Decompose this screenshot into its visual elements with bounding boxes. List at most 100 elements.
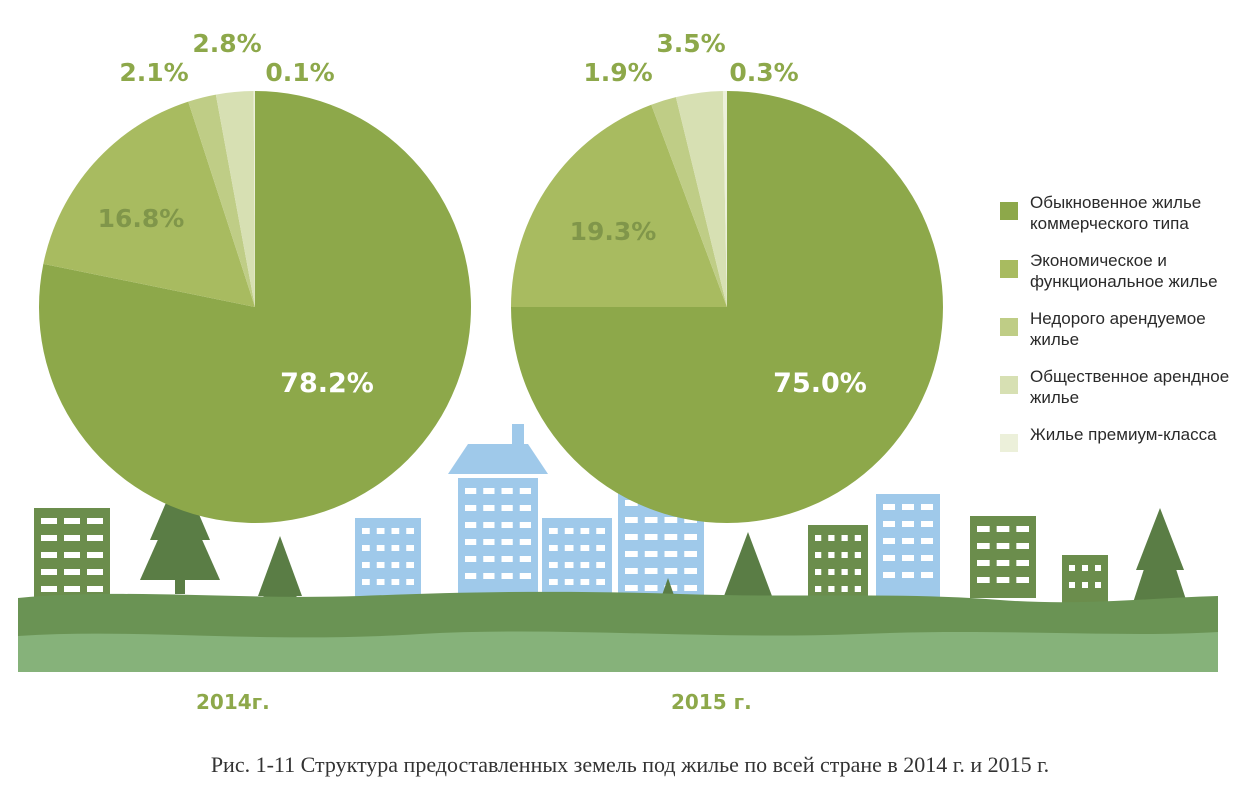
window-icon [465, 556, 477, 562]
window-icon [977, 560, 990, 566]
pie-slice [188, 94, 255, 307]
window-icon [465, 488, 477, 494]
legend-swatch [1000, 260, 1018, 278]
window-icon [87, 569, 103, 575]
pie-slice [43, 101, 256, 307]
pie-charts [38, 91, 943, 523]
window-icon [391, 528, 400, 534]
window-icon [406, 545, 414, 551]
pie-data-label: 1.9% [583, 58, 652, 87]
legend: Обыкновенное жилье коммерческого типа Эк… [1000, 192, 1250, 461]
pie-slice [38, 91, 471, 523]
window-icon [921, 521, 933, 527]
window-icon [41, 535, 57, 541]
window-icon [977, 526, 990, 532]
window-icon [828, 569, 835, 575]
window-icon [921, 538, 933, 544]
window-icon [406, 528, 414, 534]
window-icon [1095, 582, 1101, 588]
window-icon [483, 556, 495, 562]
window-icon [564, 545, 574, 551]
window-icon [391, 562, 400, 568]
window-icon [87, 586, 103, 592]
window-icon [87, 518, 103, 524]
window-icon [596, 528, 605, 534]
window-icon [483, 488, 495, 494]
chimney-icon [512, 424, 524, 446]
window-icon [87, 535, 103, 541]
window-icon [625, 585, 638, 591]
window-icon [902, 538, 914, 544]
window-icon [854, 569, 861, 575]
window-icon [815, 535, 822, 541]
window-icon [549, 528, 558, 534]
window-icon [996, 526, 1010, 532]
window-icon [501, 556, 513, 562]
window-icon [883, 572, 895, 578]
window-icon [519, 505, 531, 511]
building-icon [1062, 555, 1108, 605]
window-icon [362, 545, 370, 551]
window-icon [841, 569, 848, 575]
window-icon [519, 539, 531, 545]
legend-label: Недорого арендуемое жилье [1030, 309, 1206, 349]
window-icon [519, 573, 531, 579]
window-icon [501, 488, 513, 494]
window-icon [596, 562, 605, 568]
window-icon [580, 528, 590, 534]
pie-slice [215, 91, 255, 307]
window-icon [996, 543, 1010, 549]
legend-item: Жилье премиум-класса [1000, 424, 1250, 452]
pie-slice [511, 104, 727, 307]
window-icon [815, 586, 822, 592]
window-icon [519, 488, 531, 494]
window-icon [684, 568, 697, 574]
window-icon [684, 517, 697, 523]
window-icon [664, 551, 678, 557]
building-windows [41, 488, 1101, 592]
building-icon [458, 478, 538, 598]
window-icon [625, 517, 638, 523]
window-icon [902, 572, 914, 578]
window-icon [664, 534, 678, 540]
window-icon [391, 579, 400, 585]
window-icon [483, 573, 495, 579]
window-icon [465, 539, 477, 545]
window-icon [841, 586, 848, 592]
window-icon [644, 517, 658, 523]
pie-data-label: 78.2% [280, 368, 374, 399]
window-icon [625, 500, 638, 506]
figure-caption: Рис. 1-11 Структура предоставленных земе… [210, 752, 1050, 777]
pie-data-label: 3.5% [656, 29, 725, 58]
window-icon [644, 585, 658, 591]
window-icon [684, 551, 697, 557]
pie-data-label: 2.1% [119, 58, 188, 87]
window-icon [41, 552, 57, 558]
legend-label: Общественное арендное жилье [1030, 367, 1230, 407]
window-icon [841, 552, 848, 558]
legend-swatch [1000, 202, 1018, 220]
window-icon [564, 579, 574, 585]
legend-item: Экономическое и функциональное жилье [1000, 250, 1250, 292]
window-icon [41, 518, 57, 524]
window-icon [362, 579, 370, 585]
legend-swatch [1000, 434, 1018, 452]
window-icon [841, 535, 848, 541]
window-icon [362, 562, 370, 568]
window-icon [376, 562, 385, 568]
window-icon [883, 538, 895, 544]
window-icon [977, 543, 990, 549]
window-icon [519, 522, 531, 528]
window-icon [1016, 543, 1029, 549]
window-icon [883, 521, 895, 527]
legend-item: Недорого арендуемое жилье [1000, 308, 1250, 350]
window-icon [64, 569, 80, 575]
legend-label: Жилье премиум-класса [1030, 425, 1217, 444]
window-icon [465, 505, 477, 511]
window-icon [376, 579, 385, 585]
window-icon [1095, 565, 1101, 571]
window-icon [828, 535, 835, 541]
window-icon [684, 534, 697, 540]
ground-field [18, 631, 1218, 672]
